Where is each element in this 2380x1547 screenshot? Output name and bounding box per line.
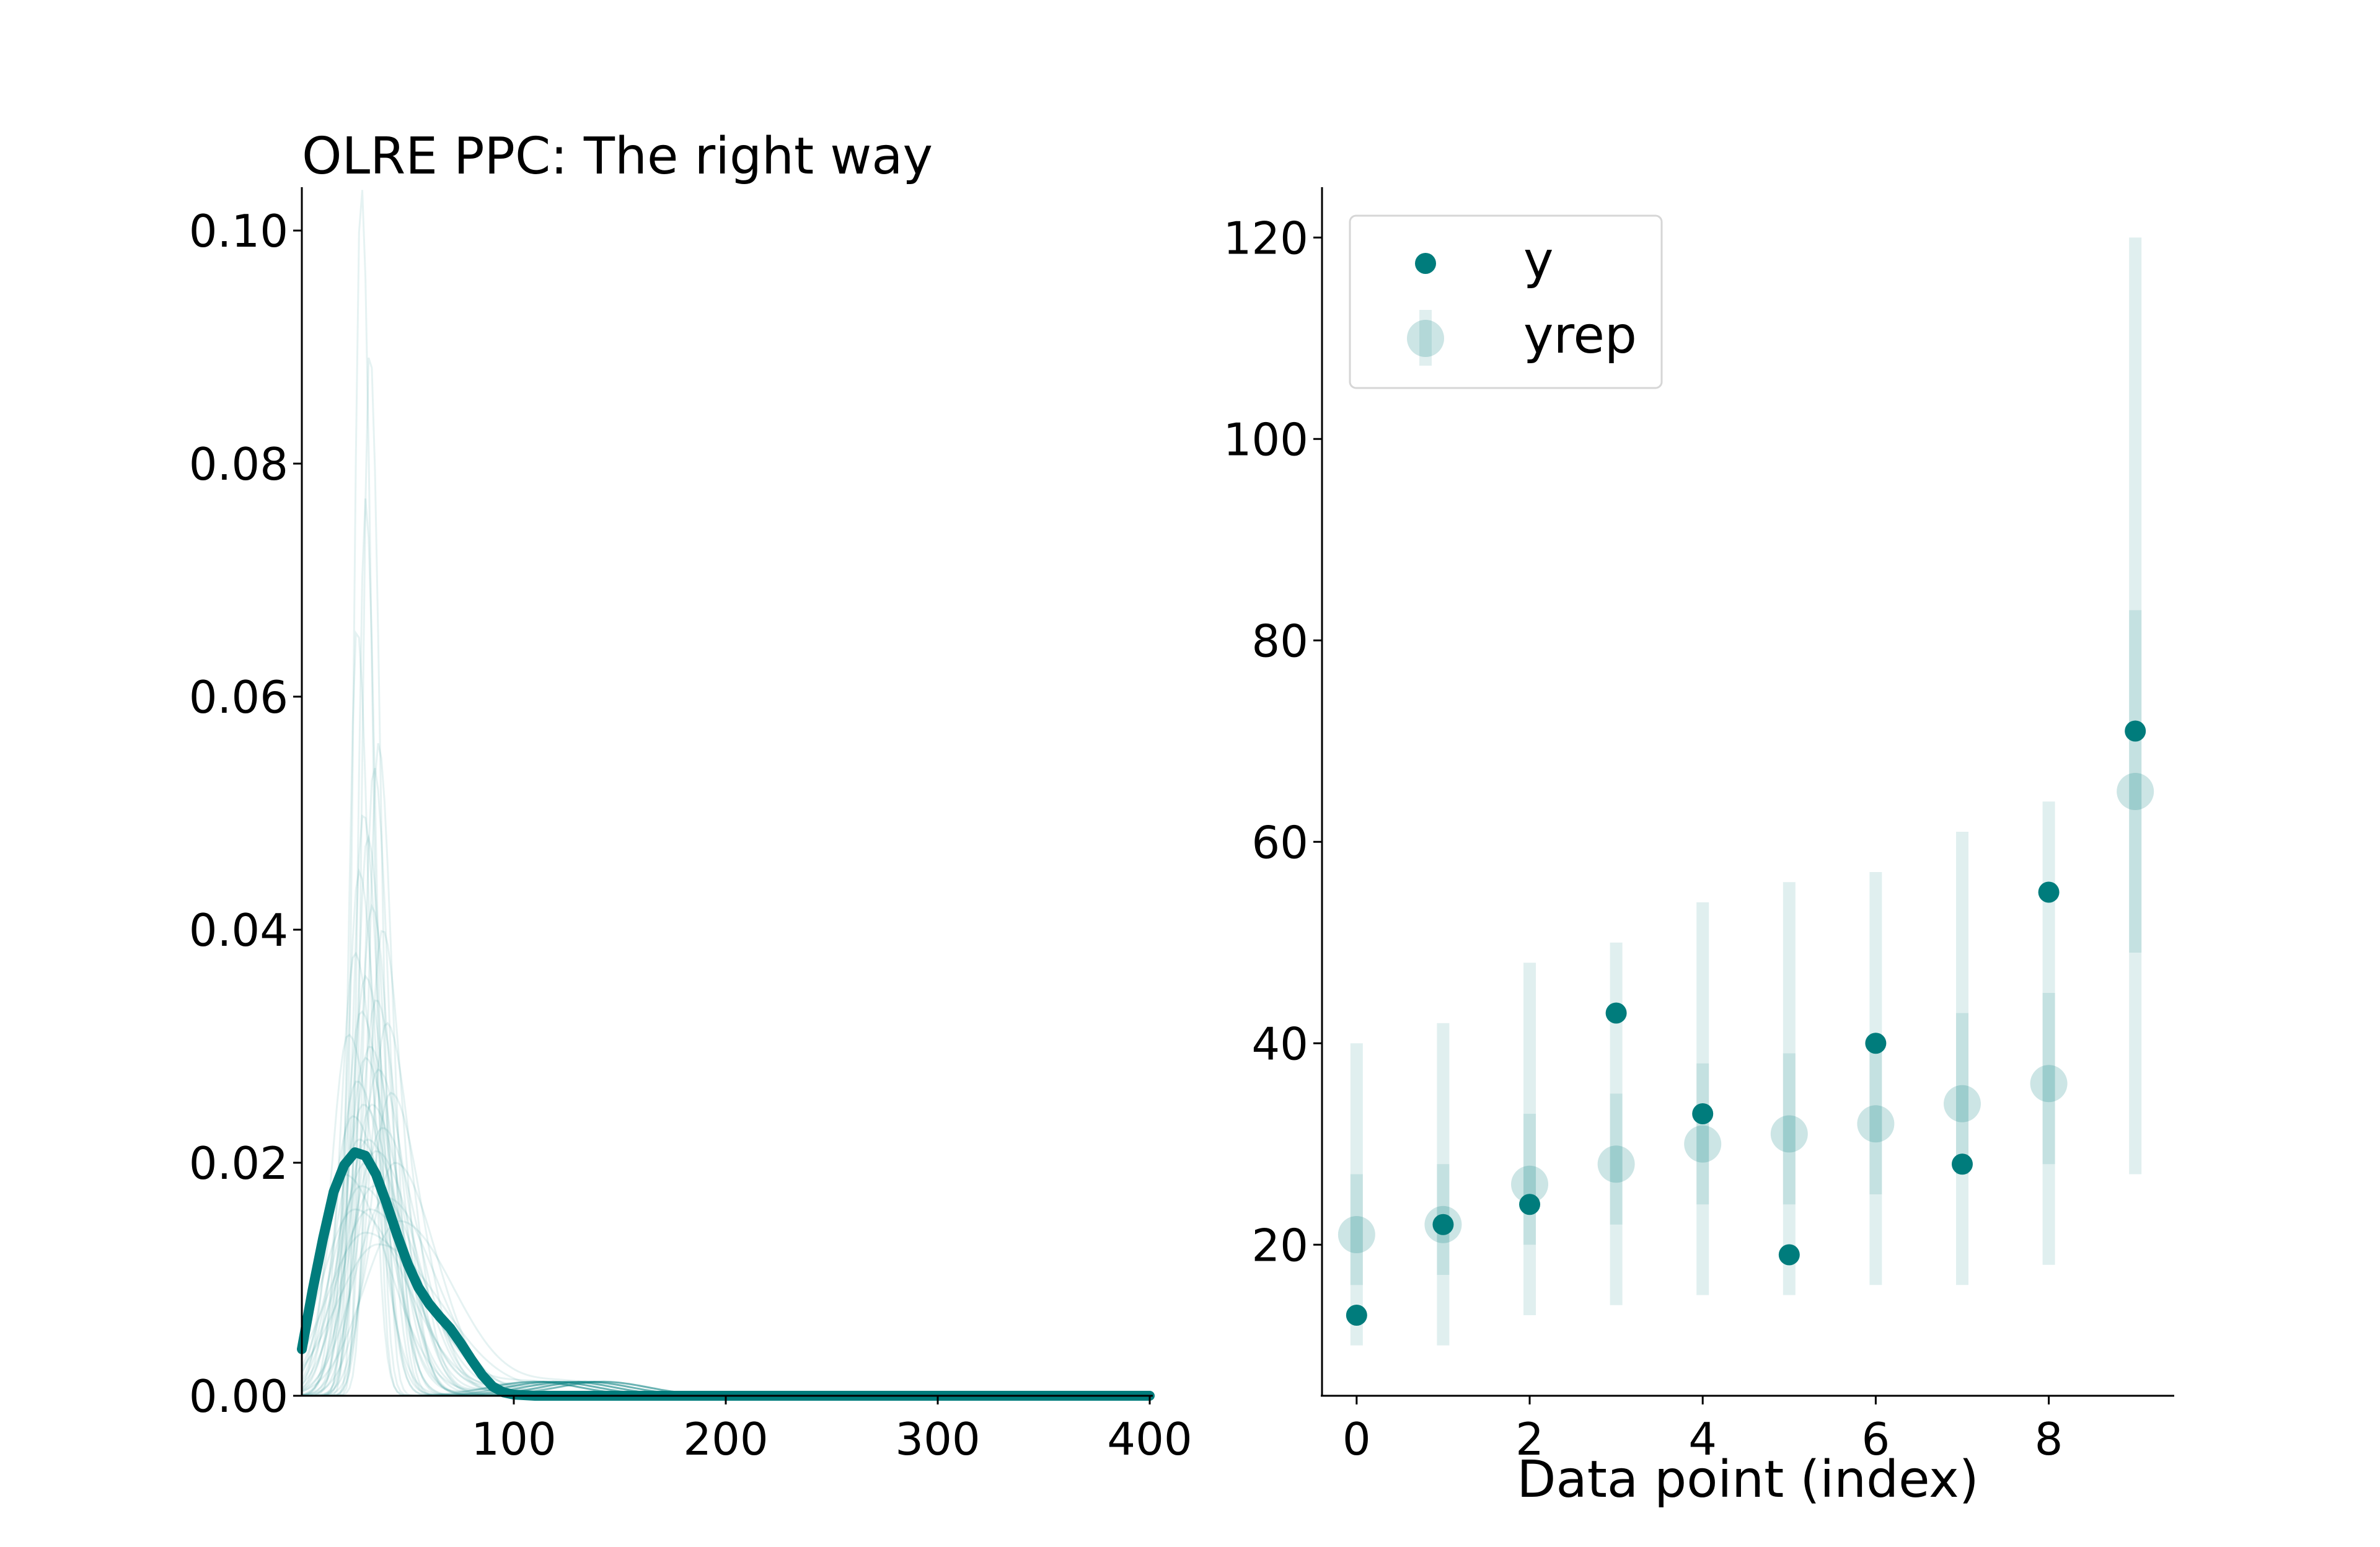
legend-marker-yrep-bar [1419, 310, 1432, 366]
yrep-point [1684, 1125, 1722, 1163]
right-y-tick-label: 20 [1251, 1219, 1308, 1271]
legend: y yrep [1349, 214, 1663, 389]
y-point [2038, 881, 2060, 903]
right-y-tick-label: 120 [1223, 212, 1308, 264]
left-x-tick-label: 300 [895, 1413, 980, 1465]
left-y-tick-label: 0.02 [189, 1137, 288, 1189]
y-point [1519, 1194, 1541, 1215]
replicated-density-line [302, 834, 1150, 1397]
replicated-density-line [302, 1021, 1150, 1397]
left-y-tick-label: 0.06 [189, 671, 288, 723]
right-y-tick-label: 60 [1251, 816, 1308, 868]
yrep-inner-interval [1869, 1043, 1882, 1194]
yrep-outer-interval [1610, 942, 1623, 1305]
yrep-point [1943, 1085, 1981, 1122]
right-x-tick-label: 0 [1342, 1413, 1371, 1465]
yrep-inner-interval [1955, 1013, 1968, 1175]
y-point [1865, 1033, 1887, 1054]
yrep-outer-interval [1437, 1023, 1450, 1346]
y-point [1951, 1153, 1973, 1175]
y-point [2125, 720, 2146, 742]
left-y-tick-label: 0.04 [189, 904, 288, 956]
density-plot-title: OLRE PPC: The right way [302, 127, 933, 186]
left-x-tick-label: 400 [1107, 1413, 1192, 1465]
replicated-density-line [302, 190, 1150, 1397]
yrep-inner-interval [1696, 1063, 1709, 1205]
left-x-tick-label: 100 [471, 1413, 556, 1465]
right-y-ticks: 20 40 60 80 100 120 [1223, 212, 1322, 1271]
right-y-tick-label: 80 [1251, 615, 1308, 667]
legend-marker-yrep [1407, 320, 1444, 357]
right-x-tick-label: 8 [2035, 1413, 2063, 1465]
left-y-tick-label: 0.10 [189, 205, 288, 257]
left-y-tick-label: 0.00 [189, 1370, 288, 1422]
legend-label-yrep: yrep [1523, 306, 1637, 365]
yrep-outer-interval [2042, 801, 2055, 1265]
yrep-outer-interval [1869, 872, 1882, 1285]
y-point [1346, 1305, 1367, 1326]
yrep-inner-interval [1610, 1093, 1623, 1225]
replicated-density-line [301, 1185, 1150, 1397]
left-y-tick-label: 0.08 [189, 438, 288, 490]
y-point [1432, 1214, 1454, 1235]
replicated-density-line [302, 357, 1150, 1397]
legend-marker-y [1415, 253, 1436, 274]
y-point [1778, 1244, 1800, 1266]
yrep-outer-interval [1696, 902, 1709, 1295]
y-point [1692, 1103, 1714, 1124]
yrep-inner-interval [2042, 993, 2055, 1165]
replicated-density-line [302, 999, 1150, 1397]
right-y-tick-label: 100 [1223, 413, 1308, 465]
legend-label-y: y [1523, 231, 1554, 290]
yrep-point [1338, 1216, 1375, 1253]
right-x-axis-label: Data point (index) [1517, 1450, 1978, 1509]
right-x-tick-label: 6 [1861, 1413, 1890, 1465]
replicated-density-line [301, 1185, 1150, 1397]
right-x-ticks: 0 2 4 6 8 [1342, 1396, 2063, 1465]
left-x-tick-label: 200 [683, 1413, 768, 1465]
yrep-intervals [1338, 237, 2154, 1346]
yrep-point [1857, 1105, 1895, 1143]
yrep-point [1770, 1115, 1808, 1153]
yrep-outer-interval [1783, 882, 1796, 1295]
yrep-point [2117, 773, 2154, 810]
yrep-point [1511, 1165, 1549, 1203]
replicated-density-line [301, 1033, 1150, 1397]
y-point [1605, 1002, 1627, 1024]
right-x-tick-label: 4 [1688, 1413, 1717, 1465]
right-x-tick-label: 2 [1515, 1413, 1544, 1465]
left-x-ticks: 100 200 300 400 [471, 1396, 1192, 1465]
yrep-point [2030, 1065, 2068, 1103]
density-plot-panel: OLRE PPC: The right way 100 200 300 400 0.0… [189, 127, 1192, 1465]
replicated-density-line [301, 1046, 1150, 1397]
left-y-ticks: 0.00 0.02 0.04 0.06 0.08 0.10 [189, 205, 302, 1422]
yrep-point [1597, 1145, 1635, 1183]
yrep-inner-interval [1783, 1053, 1796, 1205]
yrep-inner-interval [1350, 1174, 1363, 1285]
replicated-density-lines [301, 190, 1150, 1397]
observed-points [1346, 720, 2146, 1326]
replicated-density-line [301, 1010, 1150, 1397]
yrep-outer-interval [1350, 1043, 1363, 1346]
yrep-outer-interval [1523, 963, 1536, 1315]
right-y-tick-label: 40 [1251, 1018, 1308, 1070]
yrep-outer-interval [2129, 237, 2142, 1175]
replicated-density-line [302, 868, 1150, 1397]
yrep-inner-interval [2129, 610, 2142, 953]
